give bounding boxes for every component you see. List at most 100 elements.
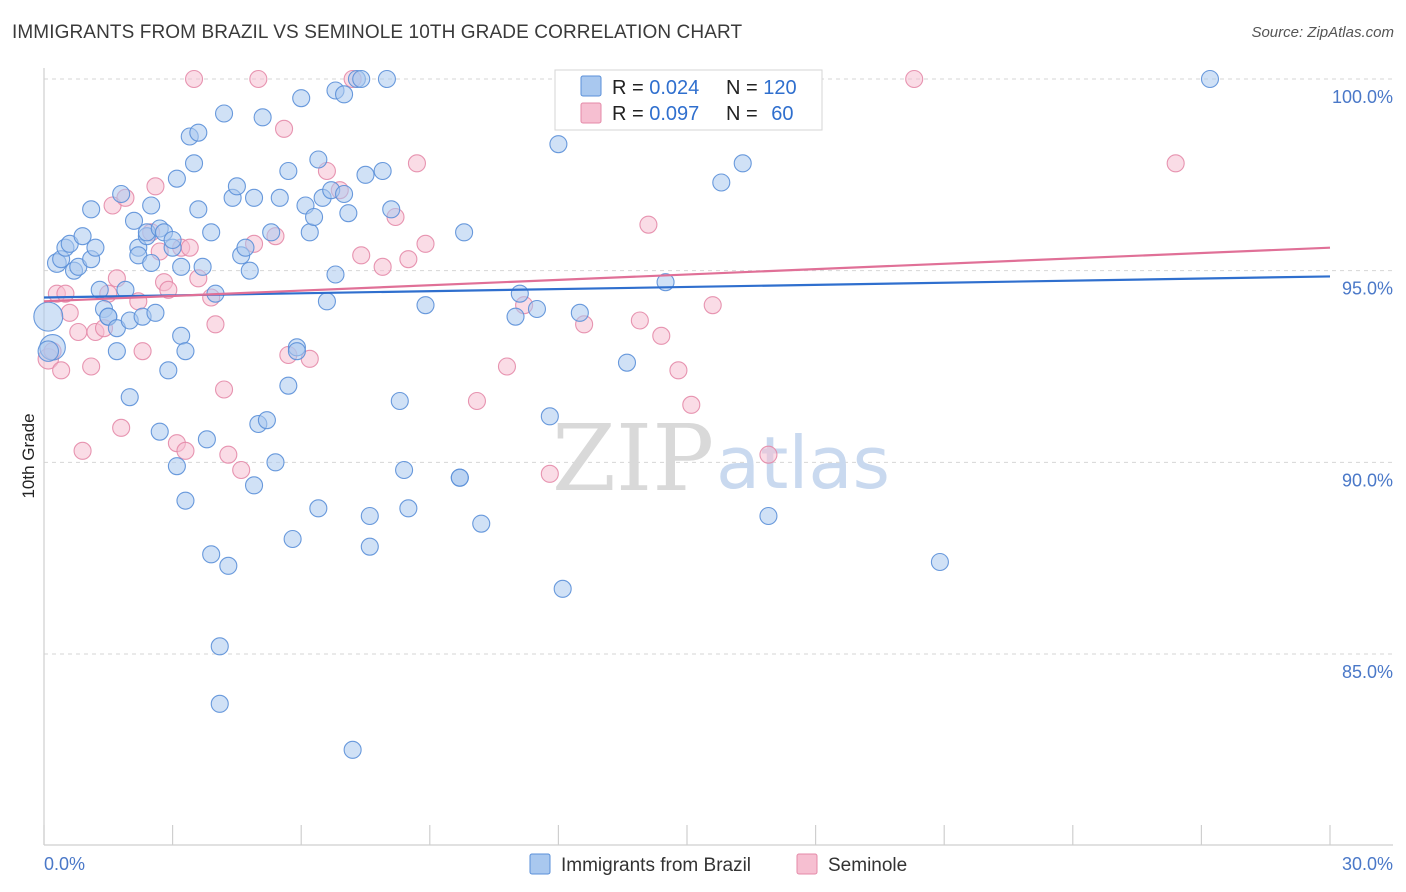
watermark-zip: ZIP bbox=[552, 405, 714, 512]
seminole-point-48 bbox=[416, 234, 435, 253]
legend-n-label-2: N = bbox=[726, 103, 763, 125]
brazil-point-51 bbox=[202, 223, 221, 242]
legend-swatch-seminole bbox=[580, 102, 602, 124]
seminole-point-33 bbox=[232, 460, 251, 480]
brazil-point-71 bbox=[279, 376, 298, 395]
brazil-point-63 bbox=[244, 476, 264, 495]
brazil-point-100 bbox=[399, 499, 418, 518]
brazil-point-109 bbox=[540, 407, 559, 426]
seminole-point-61 bbox=[905, 69, 924, 89]
brazil-point-9 bbox=[73, 227, 92, 246]
brazil-point-101 bbox=[416, 296, 435, 315]
brazil-point-41 bbox=[172, 257, 191, 276]
x-tick-labels: 0.0% 30.0% bbox=[44, 854, 1393, 874]
brazil-point-74 bbox=[287, 342, 306, 361]
brazil-point-75 bbox=[292, 89, 311, 108]
brazil-point-2 bbox=[37, 340, 60, 362]
brazil-point-103 bbox=[450, 468, 469, 487]
brazil-point-38 bbox=[167, 169, 186, 188]
brazil-point-106 bbox=[506, 307, 525, 326]
brazil-point-42 bbox=[176, 342, 195, 361]
brazil-point-66 bbox=[257, 411, 276, 430]
y-tick-labels: 100.0% 95.0% 90.0% 85.0% bbox=[1332, 87, 1393, 682]
seminole-point-31 bbox=[214, 380, 234, 399]
brazil-point-60 bbox=[236, 238, 255, 257]
brazil-point-53 bbox=[210, 637, 229, 656]
seminole-point-6 bbox=[69, 322, 88, 342]
brazil-point-122 bbox=[1200, 69, 1220, 89]
brazil-point-68 bbox=[266, 453, 285, 472]
brazil-point-45 bbox=[184, 154, 204, 173]
brazil-point-79 bbox=[309, 150, 328, 169]
brazil-point-29 bbox=[142, 253, 161, 273]
legend-n-label-1: N = bbox=[726, 77, 763, 99]
brazil-point-88 bbox=[339, 204, 358, 223]
brazil-trend-line bbox=[43, 275, 1331, 299]
brazil-point-84 bbox=[326, 265, 345, 284]
brazil-point-89 bbox=[343, 740, 362, 759]
brazil-point-65 bbox=[253, 108, 272, 127]
seminole-point-19 bbox=[146, 177, 165, 196]
svg-text:R = 0.097: R = 0.097 bbox=[612, 103, 699, 125]
brazil-point-92 bbox=[356, 165, 375, 184]
legend-swatch-brazil bbox=[580, 75, 602, 97]
brazil-point-30 bbox=[142, 196, 161, 215]
seminole-point-26 bbox=[180, 238, 199, 257]
seminole-point-3 bbox=[52, 361, 71, 380]
legend-bottom: Immigrants from Brazil Seminole bbox=[529, 853, 907, 876]
brazil-point-70 bbox=[279, 161, 298, 181]
brazil-point-121 bbox=[930, 552, 949, 572]
seminole-point-59 bbox=[703, 296, 722, 315]
svg-text:N = 120: N = 120 bbox=[726, 77, 797, 99]
seminole-point-47 bbox=[407, 154, 426, 173]
brazil-point-35 bbox=[159, 361, 178, 380]
brazil-point-113 bbox=[570, 303, 589, 322]
legend-bottom-swatch-brazil bbox=[529, 853, 551, 875]
y-tick-label-1: 95.0% bbox=[1342, 279, 1393, 299]
legend-bottom-swatch-seminole bbox=[796, 853, 818, 875]
seminole-point-50 bbox=[497, 357, 517, 376]
brazil-point-55 bbox=[214, 104, 234, 123]
seminole-point-22 bbox=[159, 280, 178, 299]
brazil-point-21 bbox=[120, 388, 139, 407]
brazil-point-11 bbox=[82, 200, 101, 219]
brazil-point-46 bbox=[189, 200, 208, 219]
trend-lines bbox=[43, 246, 1331, 303]
seminole-point-35 bbox=[249, 69, 268, 89]
brazil-point-48 bbox=[193, 257, 212, 276]
seminole-point-44 bbox=[373, 257, 392, 276]
brazil-point-91 bbox=[352, 69, 371, 89]
seminole-point-46 bbox=[399, 250, 418, 269]
brazil-point-18 bbox=[107, 342, 126, 361]
svg-text:N = 60: N = 60 bbox=[726, 103, 794, 125]
legend-n-value-1: 120 bbox=[763, 77, 796, 99]
brazil-point-96 bbox=[377, 69, 396, 89]
seminole-point-58 bbox=[682, 395, 701, 414]
brazil-point-94 bbox=[360, 537, 379, 556]
legend-r-value-1: 0.024 bbox=[649, 77, 699, 99]
brazil-point-99 bbox=[395, 460, 414, 480]
y-tick-label-2: 90.0% bbox=[1342, 470, 1393, 490]
brazil-point-82 bbox=[317, 292, 336, 311]
watermark-atlas: atlas bbox=[716, 421, 890, 505]
svg-text:R = 0.024: R = 0.024 bbox=[612, 77, 699, 99]
brazil-point-58 bbox=[227, 177, 246, 196]
seminole-point-57 bbox=[669, 361, 688, 380]
legend-n-value-2: 60 bbox=[771, 103, 793, 125]
axes-layer bbox=[43, 68, 1393, 846]
brazil-point-12 bbox=[86, 238, 105, 257]
seminole-point-60 bbox=[759, 445, 778, 464]
brazil-point-61 bbox=[240, 261, 259, 280]
legend-r-label-2: R = bbox=[612, 103, 649, 125]
y-tick-label-3: 85.0% bbox=[1342, 662, 1393, 682]
grid-layer bbox=[44, 78, 1393, 655]
brazil-point-110 bbox=[549, 135, 568, 154]
y-tick-label-0: 100.0% bbox=[1332, 87, 1393, 107]
chart-title: IMMIGRANTS FROM BRAZIL VS SEMINOLE 10TH … bbox=[12, 22, 743, 43]
brazil-point-111 bbox=[553, 579, 572, 598]
seminole-point-27 bbox=[184, 69, 204, 89]
seminole-point-30 bbox=[206, 315, 225, 334]
brazil-point-67 bbox=[262, 223, 281, 242]
brazil-point-31 bbox=[146, 303, 165, 322]
